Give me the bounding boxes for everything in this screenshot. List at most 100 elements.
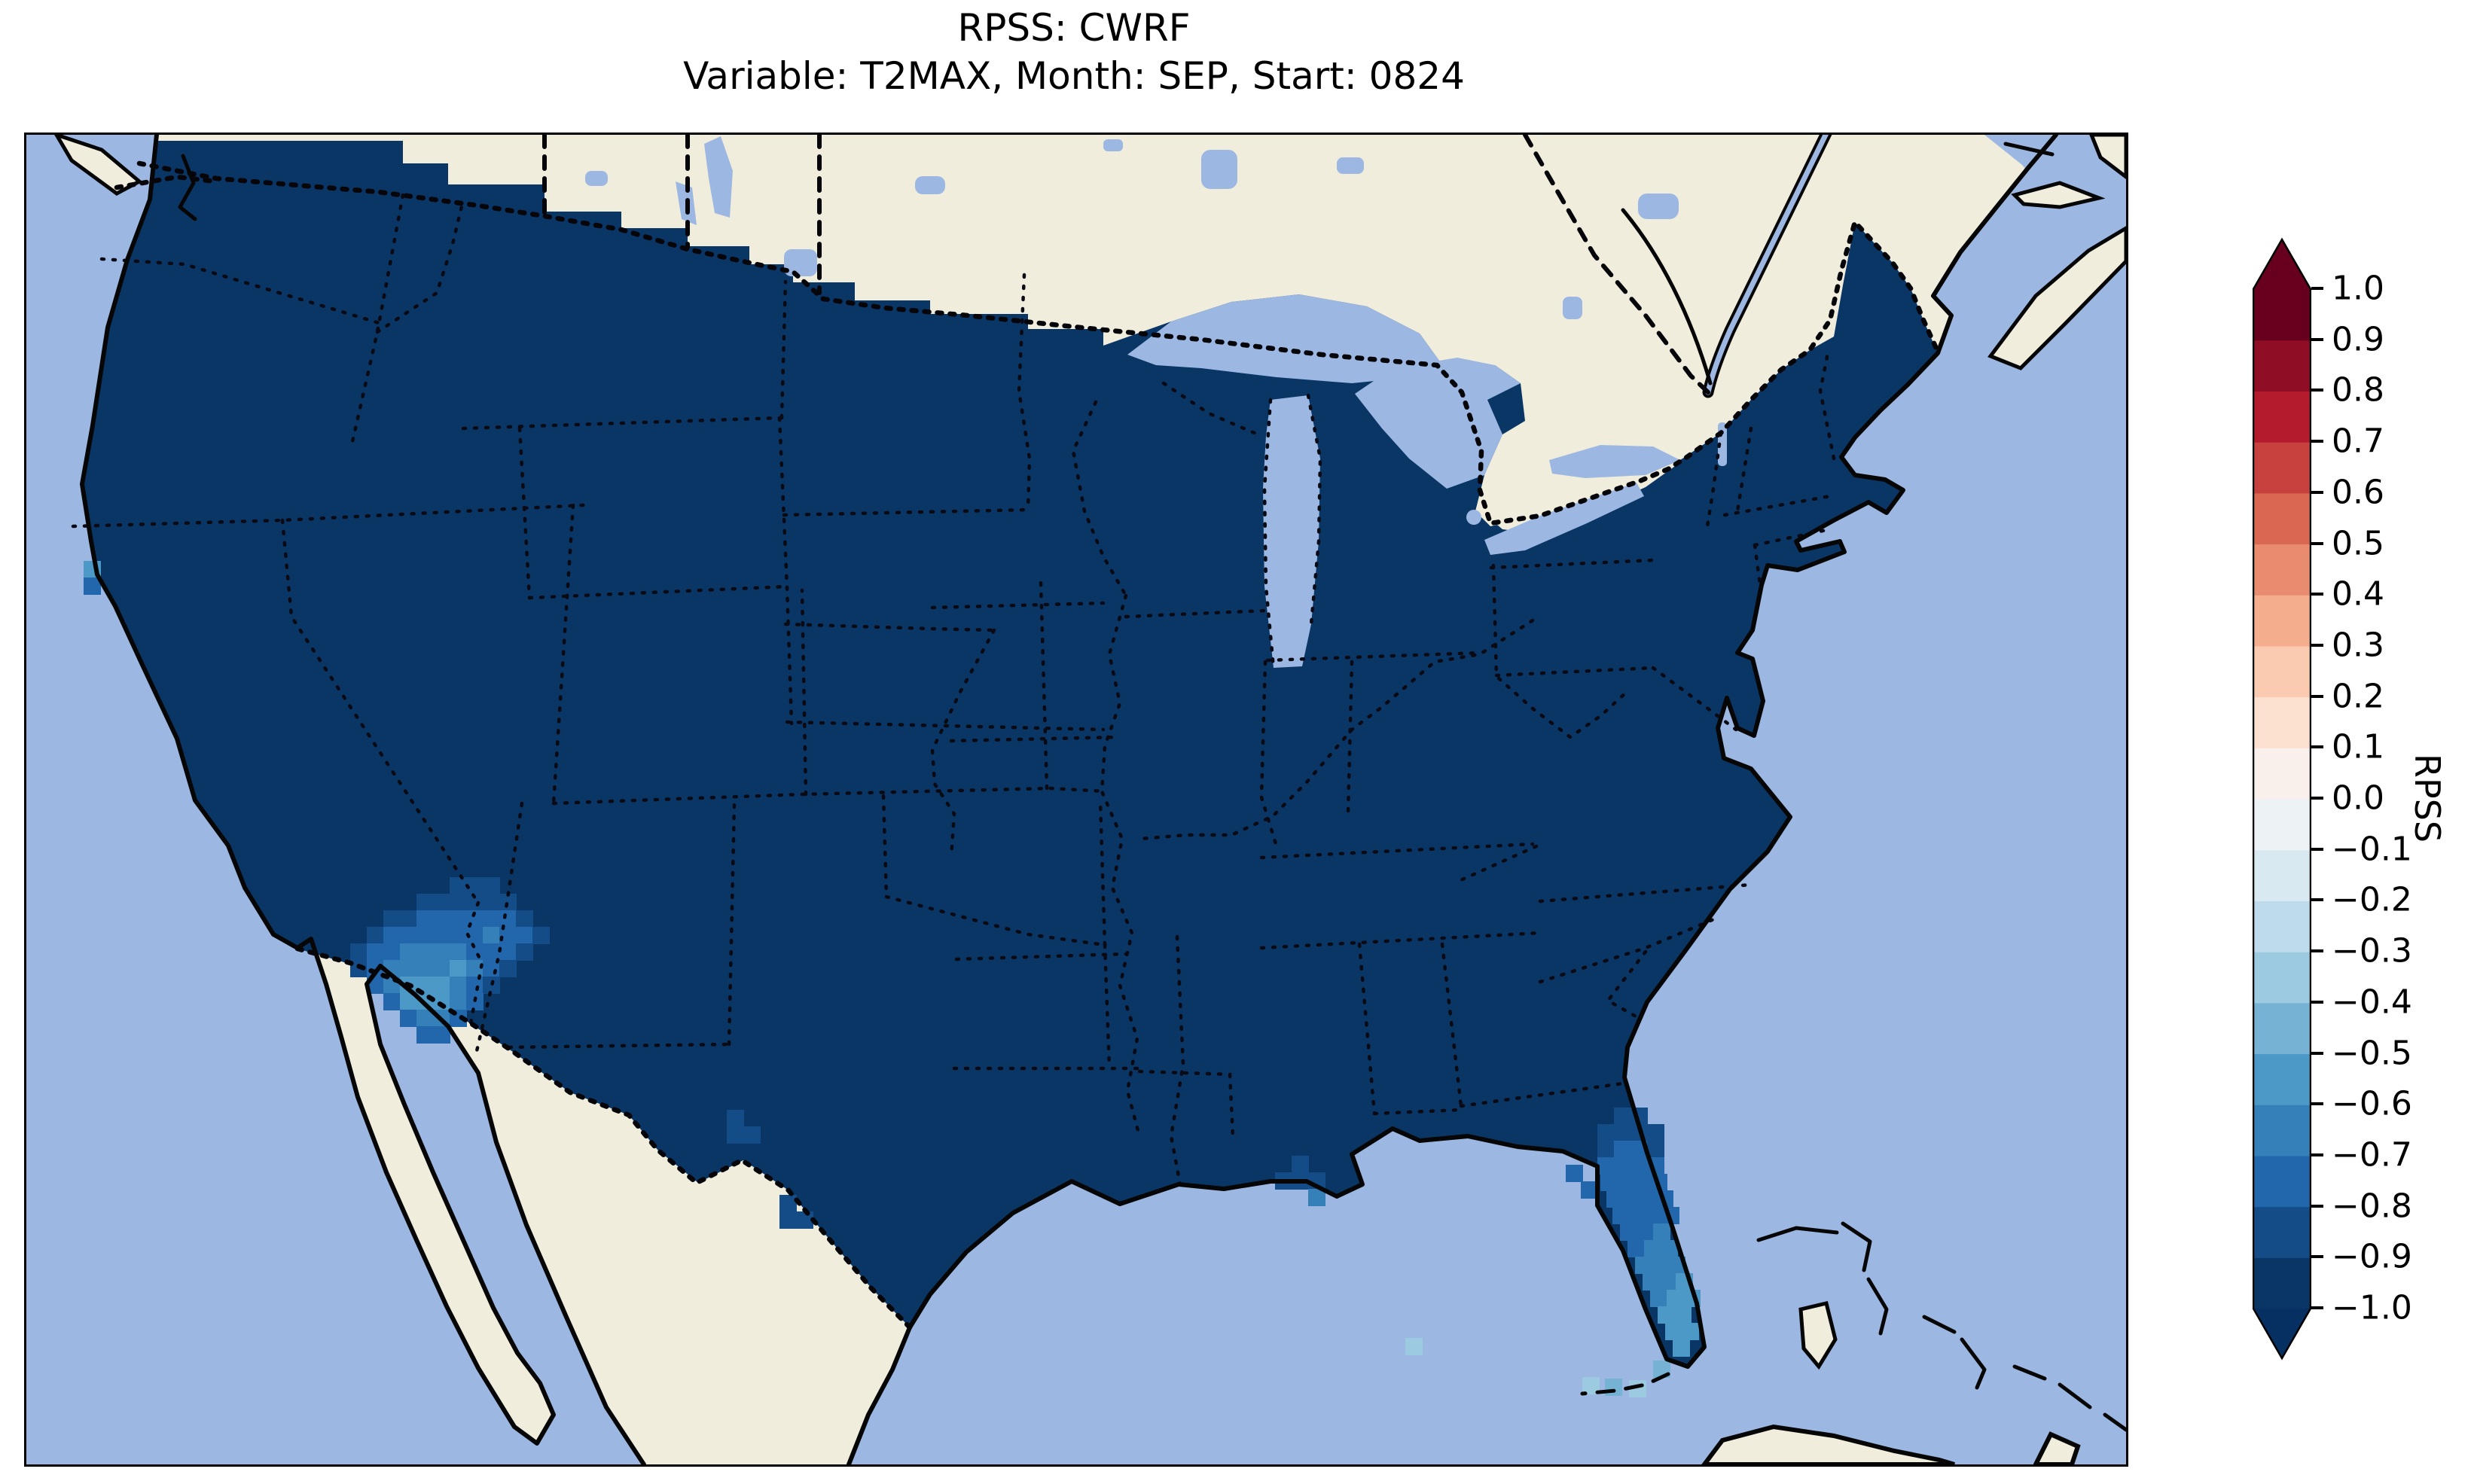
colorbar-bin [2253,1105,2311,1156]
colorbar-bin [2253,1257,2311,1309]
colorbar-tick-label: −0.9 [2332,1237,2412,1276]
colorbar-tick-label: −0.5 [2332,1034,2412,1072]
colorbar-over-arrow [2253,239,2311,289]
rpss-cell [1566,1165,1583,1182]
rpss-cell [743,1126,761,1144]
colorbar-bin [2253,492,2311,545]
rpss-cell [1631,1157,1648,1175]
rpss-cell [1640,1190,1657,1208]
vancouver-island [54,135,143,196]
colorbar-tick-mark [2311,797,2323,800]
rpss-cell [433,977,450,994]
rpss-cell [1614,1124,1631,1141]
colorbar-tick-label: 0.4 [2332,574,2384,614]
colorbar-tick-mark [2311,898,2323,902]
colorbar-tick-label: −0.1 [2332,830,2412,869]
rpss-cell [400,927,417,944]
cuba [1701,1424,1955,1464]
rpss-cell [1614,1157,1631,1175]
colorbar-under-arrow [2253,1309,2311,1358]
rpss-cell [1620,1223,1637,1241]
colorbar-tick-mark [2311,337,2323,341]
colorbar-bin [2253,645,2311,698]
colorbar-outline [2253,237,2311,1361]
colorbar-tick-label: 0.3 [2332,626,2384,665]
rpss-cell [532,927,550,944]
colorbar-tick-mark [2311,389,2323,392]
rpss-cell [1667,1290,1684,1307]
us-mexico-border [294,946,913,1330]
colorbar-tick-label: −0.8 [2332,1187,2412,1226]
rpss-cell [400,993,417,1010]
rpss-cell [466,960,484,977]
juan-de-fuca-border [114,174,219,190]
rpss-cell [483,877,500,894]
colorbar-tick-label: 0.5 [2332,524,2384,562]
rpss-cell [1612,1207,1630,1224]
rpss-cell [416,927,434,944]
rpss-cell [1623,1190,1640,1208]
colorbar-tick-mark [2311,287,2323,290]
rpss-cell [1682,1323,1699,1340]
st-lawrence-river-water [1705,135,1829,395]
colorbar-bin [2253,849,2311,901]
colorbar-bin [2253,340,2311,392]
rpss-cell [1659,1273,1676,1291]
rpss-cell [433,960,450,977]
rpss-cell [433,943,450,961]
colorbar-tick-mark [2311,1051,2323,1055]
colorbar-bin [2253,1002,2311,1055]
colorbar-tick-mark [2311,541,2323,545]
rpss-cell [450,927,467,944]
rpss-cell [1617,1174,1634,1191]
rpss-cell [1644,1240,1661,1257]
colorbar-bin [2253,442,2311,494]
lake-winnipeg [704,136,733,218]
colorbar-axis-label: RPSS [2407,753,2448,843]
colorbar-tick-label: 0.2 [2332,677,2384,716]
colorbar-bin [2253,289,2311,341]
rpss-cell [1647,1141,1664,1158]
colorbar-tick-label: 0.9 [2332,320,2384,359]
rpss-cell [1605,1379,1622,1396]
colorbar-tick-mark [2311,643,2323,647]
map-plot-area [24,133,2128,1467]
rpss-cell [450,894,467,911]
colorbar-tick-label: 0.6 [2332,473,2384,512]
rpss-cell [1653,1223,1670,1241]
rpss-cell [383,927,401,944]
bahamas-islands [1756,1221,2126,1432]
colorbar-tick-label: −0.3 [2332,931,2412,971]
colorbar-tick-mark [2311,1153,2323,1156]
rpss-cell [466,977,484,994]
figure-title: RPSS: CWRF [957,6,1191,50]
rpss-cell [1637,1223,1654,1241]
rpss-cell [350,943,368,961]
colorbar-tick-mark [2311,949,2323,953]
rpss-cell [450,877,467,894]
rpss-cell [367,943,384,961]
rpss-cell [1597,1141,1615,1158]
rpss-cell [499,910,517,928]
lake-st-clair [1466,510,1481,525]
rpss-cell [1614,1141,1631,1158]
rpss-cell [433,910,450,928]
rpss-cell [416,960,434,977]
colorbar-tick-label: −0.7 [2332,1135,2412,1175]
rpss-cell [1635,1257,1652,1274]
rpss-cell [516,943,533,961]
rpss-cell [84,577,101,595]
colorbar-tick-label: 0.1 [2332,727,2384,766]
colorbar-tick-mark [2311,1306,2323,1309]
canadian-lake [1337,157,1364,174]
rpss-cell [1629,1207,1646,1224]
lake-erie [1484,483,1644,555]
rpss-cell [727,1126,744,1144]
colorbar-tick-mark [2311,1000,2323,1004]
colorbar-bin [2253,391,2311,443]
colorbar-tick-label: −0.6 [2332,1084,2412,1123]
colorbar-tick-label: 1.0 [2332,269,2384,308]
rpss-cell [1606,1190,1624,1208]
rpss-cell [416,1010,434,1027]
rpss-cell [483,943,500,961]
